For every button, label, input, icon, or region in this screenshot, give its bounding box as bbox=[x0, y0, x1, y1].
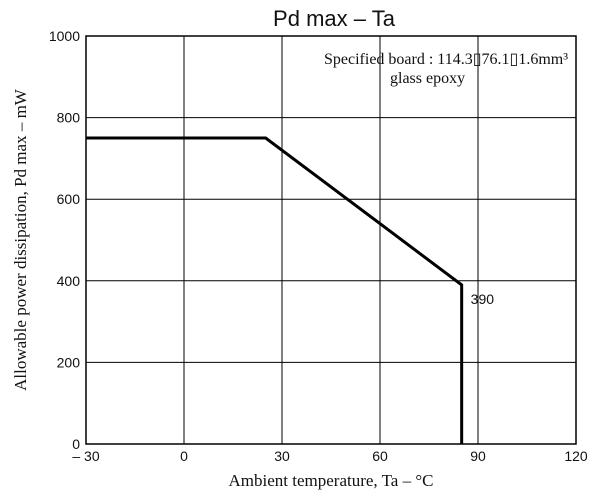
chart-title: Pd max – Ta bbox=[273, 6, 396, 31]
board-note-line2: glass epoxy bbox=[390, 70, 465, 87]
x-tick-label: 90 bbox=[470, 448, 486, 464]
plot-frame bbox=[85, 35, 577, 445]
y-tick-label: 200 bbox=[57, 354, 81, 370]
y-tick-label: 1000 bbox=[49, 28, 80, 44]
x-tick-label: 30 bbox=[274, 448, 290, 464]
y-tick-label: 600 bbox=[57, 191, 81, 207]
y-tick-label: 0 bbox=[72, 436, 80, 452]
x-tick-labels: – 30 0 30 60 90 120 bbox=[72, 448, 588, 464]
x-tick-label: 120 bbox=[564, 448, 588, 464]
y-tick-label: 800 bbox=[57, 110, 81, 126]
y-axis-label: Allowable power dissipation, Pd max – mW bbox=[11, 88, 30, 391]
y-tick-labels: 0 200 400 600 800 1000 bbox=[49, 28, 80, 452]
x-tick-label: 60 bbox=[372, 448, 388, 464]
y-tick-label: 400 bbox=[57, 273, 81, 289]
board-note-line1: Specified board : 114.3▯76.1▯1.6mm³ bbox=[324, 51, 568, 68]
x-tick-label: – 30 bbox=[72, 448, 99, 464]
series-marks: 390 bbox=[86, 136, 495, 444]
annotation-label: 390 bbox=[471, 291, 495, 307]
derating-curve bbox=[86, 136, 464, 444]
x-tick-label: 0 bbox=[180, 448, 188, 464]
x-axis-label: Ambient temperature, Ta – °C bbox=[229, 471, 434, 490]
grid-lines bbox=[86, 36, 576, 444]
